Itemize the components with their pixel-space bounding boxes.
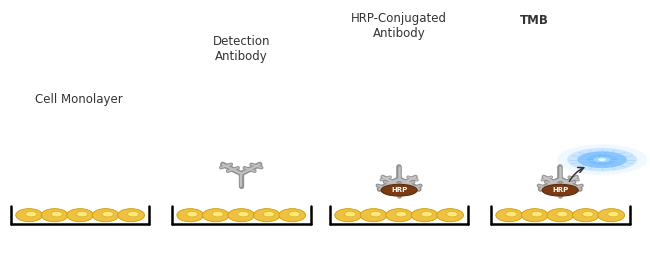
Ellipse shape bbox=[228, 209, 255, 222]
Ellipse shape bbox=[521, 209, 548, 222]
Ellipse shape bbox=[77, 211, 88, 217]
Ellipse shape bbox=[506, 211, 517, 217]
Ellipse shape bbox=[67, 209, 94, 222]
Ellipse shape bbox=[289, 211, 300, 217]
Ellipse shape bbox=[557, 211, 568, 217]
Ellipse shape bbox=[582, 211, 593, 217]
Ellipse shape bbox=[437, 209, 463, 222]
Ellipse shape bbox=[263, 211, 274, 217]
Ellipse shape bbox=[587, 154, 618, 165]
Ellipse shape bbox=[202, 209, 229, 222]
Ellipse shape bbox=[411, 209, 438, 222]
Ellipse shape bbox=[127, 211, 139, 217]
Ellipse shape bbox=[187, 211, 198, 217]
Text: HRP: HRP bbox=[552, 187, 568, 193]
Ellipse shape bbox=[118, 209, 144, 222]
Ellipse shape bbox=[594, 157, 610, 162]
Ellipse shape bbox=[279, 209, 306, 222]
Ellipse shape bbox=[360, 209, 387, 222]
Ellipse shape bbox=[573, 209, 599, 222]
Text: TMB: TMB bbox=[520, 14, 549, 27]
Ellipse shape bbox=[385, 209, 413, 222]
Ellipse shape bbox=[599, 158, 606, 161]
Ellipse shape bbox=[41, 209, 68, 222]
Ellipse shape bbox=[608, 211, 619, 217]
Ellipse shape bbox=[542, 184, 578, 196]
Ellipse shape bbox=[447, 211, 458, 217]
Ellipse shape bbox=[557, 144, 647, 175]
Ellipse shape bbox=[213, 211, 224, 217]
Ellipse shape bbox=[381, 184, 417, 196]
Ellipse shape bbox=[25, 211, 37, 217]
Ellipse shape bbox=[421, 211, 432, 217]
Text: Detection
Antibody: Detection Antibody bbox=[213, 35, 270, 63]
Text: HRP-Conjugated
Antibody: HRP-Conjugated Antibody bbox=[351, 12, 447, 40]
Ellipse shape bbox=[496, 209, 523, 222]
Ellipse shape bbox=[177, 209, 203, 222]
Ellipse shape bbox=[51, 211, 62, 217]
Ellipse shape bbox=[547, 209, 573, 222]
Ellipse shape bbox=[16, 209, 42, 222]
Ellipse shape bbox=[396, 211, 407, 217]
Ellipse shape bbox=[577, 151, 627, 168]
Ellipse shape bbox=[598, 209, 625, 222]
Text: HRP: HRP bbox=[391, 187, 408, 193]
Text: Cell Monolayer: Cell Monolayer bbox=[35, 93, 123, 106]
Ellipse shape bbox=[567, 148, 637, 171]
Ellipse shape bbox=[335, 209, 361, 222]
Ellipse shape bbox=[344, 211, 356, 217]
Ellipse shape bbox=[254, 209, 280, 222]
Ellipse shape bbox=[531, 211, 543, 217]
Ellipse shape bbox=[92, 209, 119, 222]
Ellipse shape bbox=[238, 211, 249, 217]
Ellipse shape bbox=[102, 211, 113, 217]
Ellipse shape bbox=[370, 211, 382, 217]
